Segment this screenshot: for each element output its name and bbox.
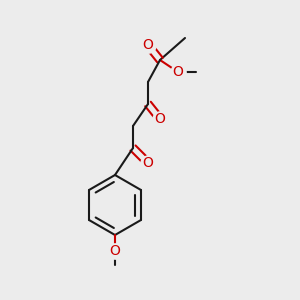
Text: O: O	[142, 156, 153, 170]
Text: O: O	[172, 65, 183, 79]
Text: O: O	[110, 244, 120, 258]
Text: O: O	[142, 38, 153, 52]
Text: O: O	[154, 112, 165, 126]
